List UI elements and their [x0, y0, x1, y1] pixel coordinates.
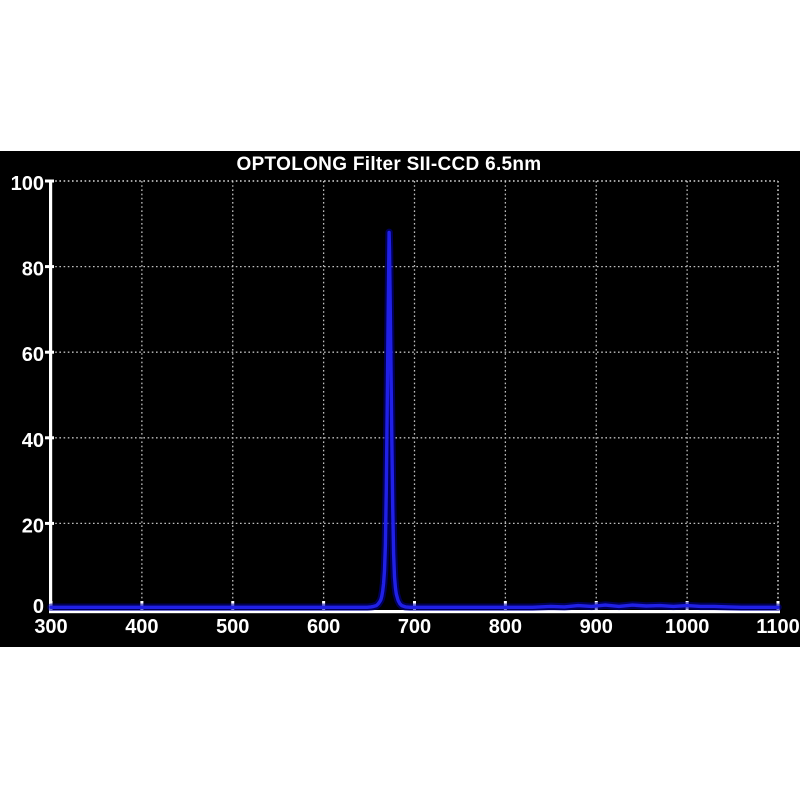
x-tick-label: 500 [216, 616, 249, 638]
y-tick-label: 40 [22, 430, 44, 452]
transmission-curve [49, 230, 780, 609]
x-tick-label: 400 [125, 616, 158, 638]
y-tick-label: 60 [22, 344, 44, 366]
transmission-chart: 0 20 40 60 80 100 300 400 500 600 700 800 900 1000 110… [11, 173, 800, 638]
x-tick-label: 300 [34, 616, 67, 638]
chart-title: OPTOLONG Filter SII-CCD 6.5nm [236, 154, 542, 175]
y-tick-label: 80 [22, 259, 44, 281]
x-tick-label: 600 [307, 616, 340, 638]
x-tick-label: 700 [398, 616, 431, 638]
x-tick-label: 900 [580, 616, 613, 638]
x-tick-label: 1100 [756, 616, 799, 638]
x-axis [49, 610, 780, 614]
y-tick-label: 0 [33, 596, 44, 618]
x-tick-label: 800 [489, 616, 522, 638]
chart-panel: OPTOLONG Filter SII-CCD 6.5nm 0 20 40 60 80 1… [0, 151, 800, 647]
x-tick-label: 1000 [665, 616, 710, 638]
y-axis [49, 179, 53, 613]
y-tick-label: 20 [22, 515, 44, 537]
y-tick-label: 100 [11, 173, 44, 195]
